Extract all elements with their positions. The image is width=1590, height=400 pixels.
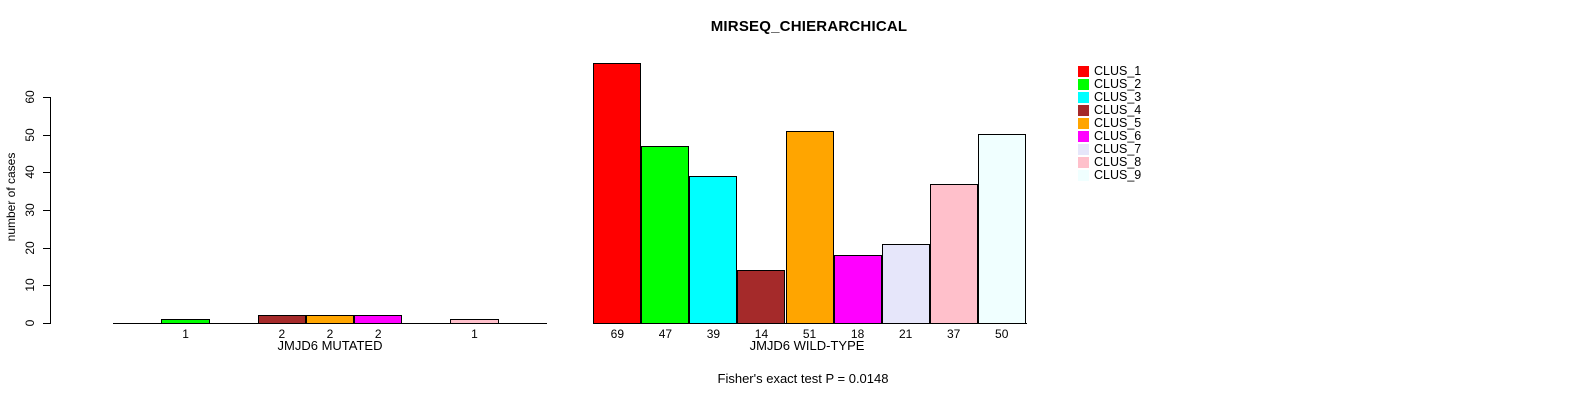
y-axis-tick [43, 323, 50, 324]
legend-item: CLUS_2 [1078, 78, 1141, 91]
legend-item-label: CLUS_5 [1094, 116, 1142, 130]
bar-value-label: 2 [278, 327, 286, 341]
bar-CLUS_8 [929, 184, 978, 324]
legend-item: CLUS_1 [1078, 65, 1141, 78]
bar-value-label: 50 [995, 327, 1009, 341]
y-axis-tick [43, 135, 50, 136]
left-x-axis-title: JMJD6 MUTATED [277, 338, 383, 353]
y-axis-tick-label: 40 [23, 165, 37, 179]
legend-item: CLUS_4 [1078, 104, 1141, 117]
legend-item: CLUS_9 [1078, 169, 1141, 182]
bar-CLUS_2 [641, 146, 690, 324]
legend-item-label: CLUS_2 [1094, 77, 1142, 91]
bar-CLUS_8 [450, 319, 499, 324]
bar-value-label: 2 [326, 327, 334, 341]
bar-CLUS_5 [785, 131, 834, 324]
y-axis-tick [43, 97, 50, 98]
legend-item: CLUS_8 [1078, 156, 1141, 169]
y-axis-tick-label: 30 [23, 203, 37, 217]
bar-CLUS_3 [689, 176, 738, 324]
bar-value-label: 21 [898, 327, 913, 341]
bar-CLUS_1 [593, 63, 642, 324]
legend-item-label: CLUS_7 [1094, 142, 1142, 156]
bar-value-label: 37 [946, 327, 961, 341]
y-axis-tick-label: 10 [23, 278, 37, 292]
legend-item-label: CLUS_4 [1094, 103, 1142, 117]
bar-CLUS_5 [305, 315, 355, 324]
legend-item-label: CLUS_9 [1094, 168, 1142, 182]
legend-swatch [1078, 79, 1089, 90]
legend-swatch [1078, 92, 1089, 103]
y-axis-tick-label: 60 [23, 90, 37, 104]
legend-item: CLUS_6 [1078, 130, 1141, 143]
bar-CLUS_6 [833, 255, 882, 324]
y-axis-line [50, 97, 51, 324]
bar-CLUS_9 [977, 134, 1026, 324]
y-axis-tick-label: 50 [23, 128, 37, 142]
bar-value-label: 14 [754, 327, 769, 341]
bar-value-label: 1 [182, 327, 189, 341]
bar-CLUS_4 [257, 315, 306, 324]
legend-item: CLUS_5 [1078, 117, 1141, 130]
legend-swatch [1078, 157, 1089, 168]
bar-CLUS_7 [881, 244, 930, 324]
legend-swatch [1078, 105, 1089, 116]
bar-value-label: 47 [658, 327, 673, 341]
legend: CLUS_1 CLUS_2 CLUS_3 CLUS_4 CLUS_5 CLUS_6 CLUS… [1078, 65, 1141, 182]
legend-item-label: CLUS_8 [1094, 155, 1142, 169]
bar-value-label: 51 [802, 327, 817, 341]
bar-CLUS_6 [354, 315, 403, 324]
legend-swatch [1078, 131, 1089, 142]
legend-item-label: CLUS_6 [1094, 129, 1142, 143]
y-axis-tick [43, 285, 50, 286]
y-axis-tick [43, 172, 50, 173]
legend-item: CLUS_7 [1078, 143, 1141, 156]
stat-test-note: Fisher's exact test P = 0.0148 [717, 371, 889, 386]
y-axis-title: number of cases [4, 152, 18, 242]
y-axis-tick-label: 0 [23, 319, 37, 327]
bar-value-label: 18 [850, 327, 865, 341]
bar-value-label: 69 [610, 327, 624, 341]
legend-swatch [1078, 144, 1089, 155]
legend-swatch [1078, 66, 1089, 77]
y-axis-tick [43, 210, 50, 211]
bar-CLUS_4 [737, 270, 786, 324]
legend-item: CLUS_3 [1078, 91, 1141, 104]
bar-value-label: 39 [706, 327, 721, 341]
legend-item-label: CLUS_1 [1094, 64, 1142, 78]
y-axis-tick-label: 20 [23, 241, 37, 255]
legend-swatch [1078, 118, 1089, 129]
y-axis-tick [43, 248, 50, 249]
bar-CLUS_2 [161, 319, 210, 324]
bar-value-label: 1 [471, 327, 478, 341]
legend-swatch [1078, 170, 1089, 181]
bar-value-label: 2 [374, 327, 382, 341]
legend-item-label: CLUS_3 [1094, 90, 1142, 104]
right-x-axis-title: JMJD6 WILD-TYPE [749, 338, 865, 353]
chart-title: MIRSEQ_CHIERARCHICAL [710, 18, 908, 35]
